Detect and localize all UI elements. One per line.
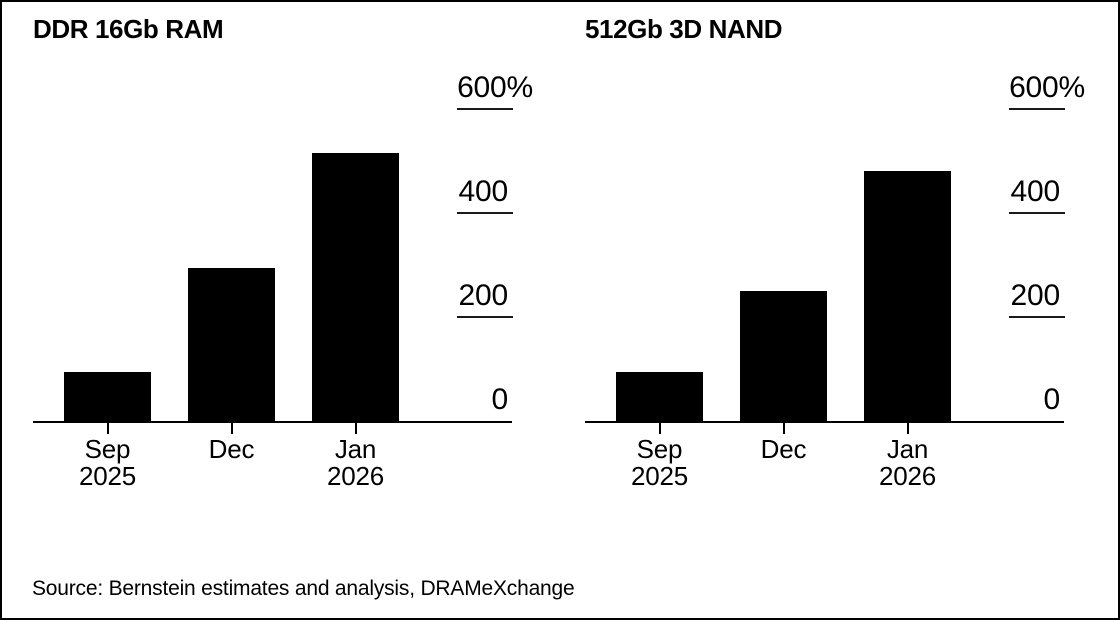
x-tick-label: Jan 2026: [878, 434, 937, 491]
y-tick-line: [457, 108, 513, 110]
y-tick-line: [1009, 108, 1065, 110]
y-tick-line: [1009, 212, 1065, 214]
y-tick-label: 0: [491, 383, 509, 416]
y-tick-label: 200: [458, 279, 509, 312]
y-tick-line: [457, 316, 513, 318]
x-tick-label: Dec: [208, 434, 255, 464]
y-tick-label: 400: [1010, 175, 1061, 208]
x-tick: [906, 423, 909, 434]
chart-title-3d-nand: 512Gb 3D NAND: [585, 14, 783, 44]
y-tick-line: [1009, 316, 1065, 318]
x-tick: [106, 423, 109, 434]
y-tick-label: 0: [1043, 383, 1061, 416]
bar-sep-2025: [64, 371, 151, 422]
x-tick: [658, 423, 661, 434]
x-tick: [354, 423, 357, 434]
y-tick-line: [457, 212, 513, 214]
bar-jan-2026: [864, 171, 951, 422]
y-tick-label: 600%: [457, 71, 533, 104]
x-tick-label: Dec: [760, 434, 807, 464]
bar-jan-2026: [312, 153, 399, 422]
x-tick-label: Jan 2026: [326, 434, 385, 491]
x-tick-label: Sep 2025: [78, 434, 137, 491]
x-tick-label: Sep 2025: [630, 434, 689, 491]
source-note: Source: Bernstein estimates and analysis…: [32, 577, 575, 600]
x-axis-line: [33, 421, 512, 423]
bar-sep-2025: [616, 371, 703, 422]
x-tick: [230, 423, 233, 434]
y-tick-label: 600%: [1009, 71, 1085, 104]
x-tick: [782, 423, 785, 434]
y-tick-label: 400: [458, 175, 509, 208]
bar-dec: [188, 267, 275, 422]
chart-title-ddr-ram: DDR 16Gb RAM: [33, 14, 224, 44]
y-tick-label: 200: [1010, 279, 1061, 312]
x-axis-line: [585, 421, 1064, 423]
bar-dec: [740, 291, 827, 422]
